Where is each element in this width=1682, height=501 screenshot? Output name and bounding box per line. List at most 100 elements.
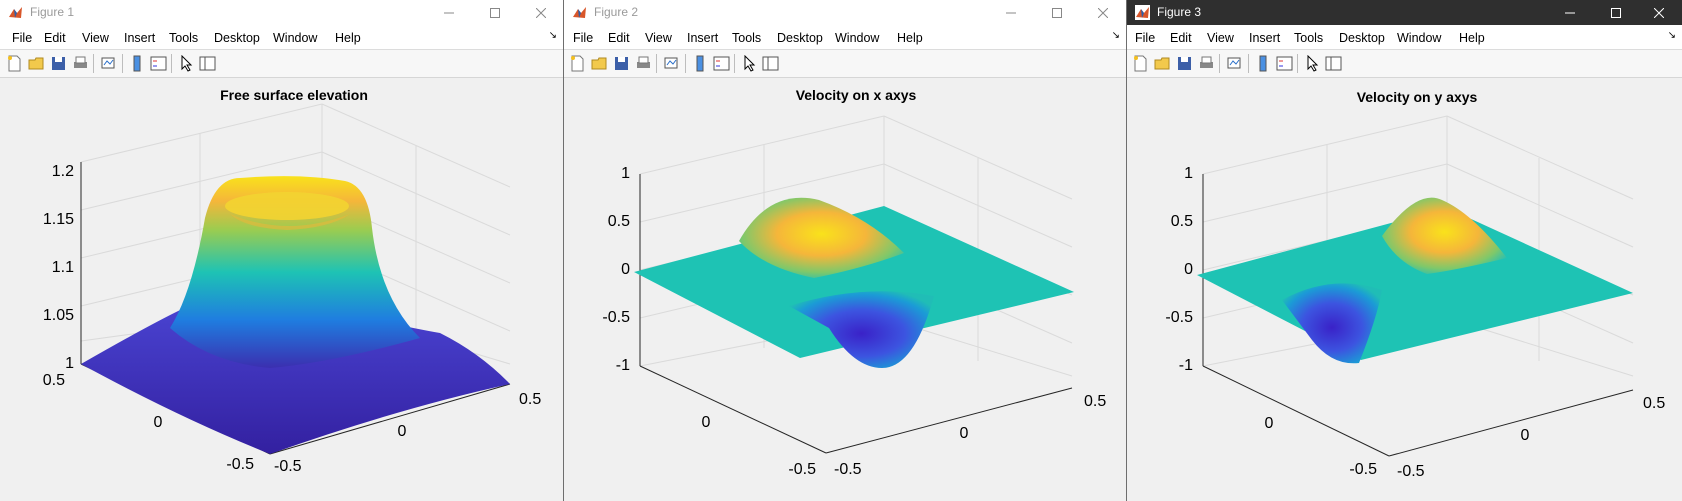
x-tick-label: 0.5 — [519, 391, 541, 408]
z-tick-label: 0 — [1184, 261, 1193, 278]
z-tick-label: 1 — [65, 355, 74, 372]
y-tick-label: 0 — [1265, 415, 1274, 432]
minimize-icon[interactable] — [1547, 0, 1593, 25]
menu-bar: File Edit View Insert Tools Desktop Wind… — [0, 25, 563, 50]
matlab-icon — [1135, 5, 1150, 20]
toolbar-separator — [656, 54, 657, 73]
menu-window[interactable]: Window — [1397, 31, 1442, 45]
menu-insert[interactable]: Insert — [687, 31, 719, 45]
pointer-icon[interactable] — [178, 55, 195, 72]
y-tick-label: -0.5 — [1349, 461, 1377, 478]
figure-window-1[interactable]: Figure 1 File Edit View Insert Tools Des… — [0, 0, 564, 501]
pointer-icon[interactable] — [741, 55, 758, 72]
menu-edit[interactable]: Edit — [1170, 31, 1192, 45]
print-icon[interactable] — [72, 55, 89, 72]
maximize-icon[interactable] — [1034, 0, 1080, 25]
close-icon[interactable] — [1636, 0, 1682, 25]
menu-insert[interactable]: Insert — [124, 31, 156, 45]
print-icon[interactable] — [635, 55, 652, 72]
menu-view[interactable]: View — [1207, 31, 1234, 45]
menu-bar: File Edit View Insert Tools Desktop Wind… — [564, 25, 1126, 50]
save-icon[interactable] — [1176, 55, 1193, 72]
plot-title: Velocity on x axys — [796, 87, 917, 103]
axes-3d[interactable]: -1 -0.5 0 0.5 1 -0.5 0 -0.5 0 0.5 Veloci… — [564, 78, 1127, 501]
menu-file[interactable]: File — [12, 31, 33, 45]
z-tick-label: 1 — [621, 165, 630, 182]
z-tick-label: -1 — [1179, 357, 1193, 374]
plot-title: Velocity on y axys — [1357, 89, 1478, 105]
menu-edit[interactable]: Edit — [608, 31, 630, 45]
link-plot-icon[interactable] — [663, 55, 680, 72]
property-editor-icon[interactable] — [762, 55, 779, 72]
menu-help[interactable]: Help — [897, 31, 923, 45]
menu-view[interactable]: View — [82, 31, 109, 45]
maximize-icon[interactable] — [472, 0, 518, 25]
z-tick-label: 1.2 — [52, 163, 74, 180]
toolbar-separator — [93, 54, 94, 73]
window-title: Figure 1 — [30, 5, 75, 19]
menu-edit[interactable]: Edit — [44, 31, 66, 45]
figure-window-3[interactable]: Figure 3 File Edit View Insert Tools Des… — [1127, 0, 1682, 501]
colorbar-icon[interactable] — [692, 55, 709, 72]
open-file-icon[interactable] — [1154, 55, 1171, 72]
title-bar[interactable]: Figure 2 — [564, 0, 1126, 25]
y-tick-label: -0.5 — [788, 461, 816, 478]
title-bar[interactable]: Figure 1 — [0, 0, 563, 25]
dock-icon[interactable]: ↘ — [548, 30, 557, 41]
maximize-icon[interactable] — [1593, 0, 1639, 25]
new-figure-icon[interactable] — [569, 55, 586, 72]
open-file-icon[interactable] — [28, 55, 45, 72]
minimize-icon[interactable] — [426, 0, 472, 25]
property-editor-icon[interactable] — [199, 55, 216, 72]
menu-desktop[interactable]: Desktop — [214, 31, 260, 45]
z-tick-label: -1 — [616, 357, 630, 374]
legend-icon[interactable] — [1276, 55, 1293, 72]
window-title: Figure 3 — [1157, 5, 1202, 19]
x-tick-label: 0 — [1521, 427, 1530, 444]
menu-tools[interactable]: Tools — [1294, 31, 1324, 45]
menu-help[interactable]: Help — [335, 31, 361, 45]
close-icon[interactable] — [518, 0, 563, 25]
menu-desktop[interactable]: Desktop — [777, 31, 823, 45]
print-icon[interactable] — [1198, 55, 1215, 72]
y-tick-label: 0 — [702, 414, 711, 431]
pointer-icon[interactable] — [1304, 55, 1321, 72]
toolbar — [0, 50, 563, 78]
save-icon[interactable] — [613, 55, 630, 72]
toolbar-separator — [1297, 54, 1298, 73]
new-figure-icon[interactable] — [6, 55, 23, 72]
save-icon[interactable] — [50, 55, 67, 72]
legend-icon[interactable] — [150, 55, 167, 72]
menu-window[interactable]: Window — [273, 31, 318, 45]
matlab-icon — [572, 5, 587, 20]
link-plot-icon[interactable] — [1226, 55, 1243, 72]
new-figure-icon[interactable] — [1132, 55, 1149, 72]
menu-tools[interactable]: Tools — [169, 31, 199, 45]
surface — [634, 197, 1074, 368]
z-tick-label: 0 — [621, 261, 630, 278]
open-file-icon[interactable] — [591, 55, 608, 72]
title-bar[interactable]: Figure 3 — [1127, 0, 1682, 25]
minimize-icon[interactable] — [988, 0, 1034, 25]
menu-insert[interactable]: Insert — [1249, 31, 1281, 45]
legend-icon[interactable] — [713, 55, 730, 72]
colorbar-icon[interactable] — [1255, 55, 1272, 72]
colorbar-icon[interactable] — [129, 55, 146, 72]
menu-window[interactable]: Window — [835, 31, 880, 45]
menu-tools[interactable]: Tools — [732, 31, 762, 45]
dock-icon[interactable]: ↘ — [1667, 30, 1676, 41]
axes-3d[interactable]: 1 1.05 1.1 1.15 1.2 0.5 0 -0.5 -0.5 0 0.… — [0, 78, 564, 501]
link-plot-icon[interactable] — [100, 55, 117, 72]
dock-icon[interactable]: ↘ — [1111, 30, 1120, 41]
close-icon[interactable] — [1080, 0, 1126, 25]
axes-3d[interactable]: -1 -0.5 0 0.5 1 -0.5 0 -0.5 0 0.5 Veloci… — [1127, 78, 1682, 501]
menu-view[interactable]: View — [645, 31, 672, 45]
menu-file[interactable]: File — [573, 31, 594, 45]
menu-help[interactable]: Help — [1459, 31, 1485, 45]
figure-window-2[interactable]: Figure 2 File Edit View Insert Tools Des… — [564, 0, 1127, 501]
surface — [1197, 197, 1633, 364]
menu-file[interactable]: File — [1135, 31, 1156, 45]
property-editor-icon[interactable] — [1325, 55, 1342, 72]
toolbar-separator — [1248, 54, 1249, 73]
menu-desktop[interactable]: Desktop — [1339, 31, 1385, 45]
